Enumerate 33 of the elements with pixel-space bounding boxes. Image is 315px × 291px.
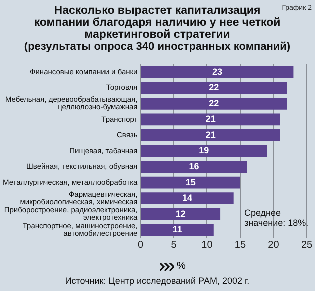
bar [141, 82, 288, 94]
text: Источник: Центр исследований РАМ, 2002 г. [64, 276, 251, 286]
data-label: 14 [182, 193, 193, 204]
data-label: 15 [186, 177, 196, 188]
data-label: 23 [212, 66, 222, 77]
bar [141, 114, 280, 126]
bar [141, 192, 234, 205]
data-label: 21 [206, 130, 216, 140]
x-tick-label: 25 [301, 240, 313, 251]
bar [141, 145, 268, 158]
bar [141, 66, 294, 78]
bar [141, 208, 221, 220]
data-label: 21 [206, 114, 216, 124]
chart-title: Насколько вырастет капитализация компании благодаря наличию у нее четкой маркетинговой стратегии [34, 5, 281, 41]
x-axis-title: % [177, 261, 186, 272]
annotation: Среднее значение: 18%. [244, 208, 309, 228]
data-label: 11 [172, 224, 182, 235]
data-label: 12 [176, 208, 186, 219]
data-label: 22 [209, 98, 220, 108]
x-tick-label: 15 [234, 240, 246, 251]
data-label: 16 [189, 162, 200, 172]
x-tick-label: 5 [171, 240, 178, 251]
data-label: 19 [199, 146, 210, 156]
x-tick-label: 10 [202, 240, 214, 251]
x-tick-label: 0 [138, 240, 144, 251]
bar [141, 176, 240, 189]
bar [141, 161, 248, 173]
bar [141, 130, 280, 142]
bar [141, 224, 214, 236]
chart-subtitle: (результаты опроса 340 иностранных компаний) [23, 41, 292, 54]
bar [141, 98, 288, 110]
data-label: 22 [209, 82, 220, 93]
x-tick-label: 20 [268, 240, 280, 251]
